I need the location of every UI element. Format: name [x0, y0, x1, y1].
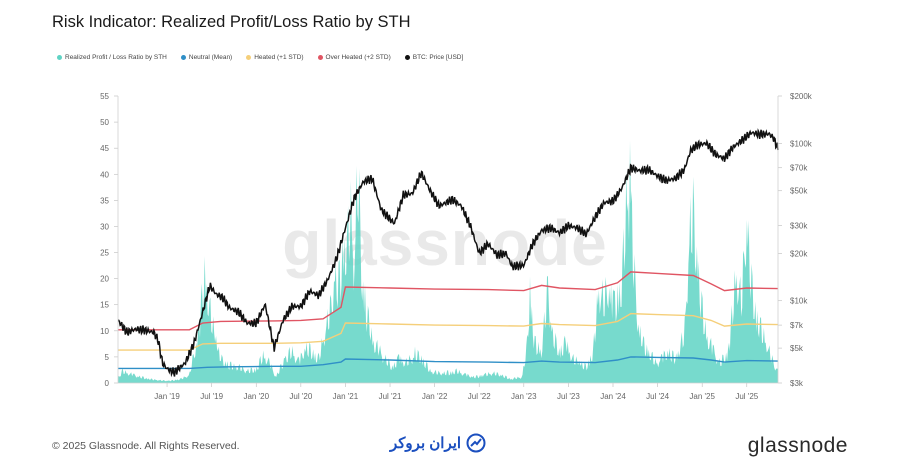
y-left-tick-label: 20 [100, 275, 109, 284]
legend-dot-overheated [317, 55, 323, 60]
legend-label-ratio: Realized Profit / Loss Ratio by STH [65, 54, 167, 61]
glassnode-logo[interactable]: glassnode [747, 434, 848, 457]
x-tick-label: Jan '24 [600, 392, 626, 401]
x-tick-label: Jan '25 [689, 392, 715, 401]
threshold-lines [118, 271, 779, 370]
y-left-tick-label: 30 [100, 222, 109, 231]
legend-label-neutral: Neutral (Mean) [188, 54, 233, 61]
legend-label-overheated: Over Heated (+2 STD) [325, 54, 391, 61]
x-tick-label: Jul '23 [557, 392, 580, 401]
chart-title: Risk Indicator: Realized Profit/Loss Rat… [52, 13, 411, 31]
y-left-tick-label: 40 [100, 170, 109, 179]
partner-brand[interactable]: ایران بروکر [390, 433, 486, 453]
legend-item-ratio[interactable]: Realized Profit / Loss Ratio by STH [57, 54, 167, 61]
over-heated-2-std-line [118, 271, 779, 331]
legend-label-price: BTC: Price [USD] [412, 54, 464, 61]
y-right-tick-label: $3k [790, 379, 804, 388]
x-tick-label: Jan '20 [243, 392, 269, 401]
x-tick-label: Jul '24 [646, 392, 669, 401]
y-right-tick-label: $5k [790, 344, 804, 353]
y-right-tick-label: $20k [790, 249, 808, 258]
x-tick-label: Jul '21 [379, 392, 402, 401]
btc-price-line [117, 128, 779, 378]
legend-dot-heated [246, 55, 252, 60]
axes: 0 5 10 15 20 25 30 35 40 45 50 55 $3k $5k $7k $10k $20k $… [100, 92, 813, 401]
legend-label-heated: Heated (+1 STD) [254, 54, 304, 61]
y-right-tick-label: $200k [790, 92, 813, 101]
x-tick-label: Jul '19 [200, 392, 223, 401]
x-tick-label: Jul '20 [289, 392, 312, 401]
partner-brand-name: ایران بروکر [390, 435, 462, 452]
y-left-tick-label: 55 [100, 92, 109, 101]
legend-item-neutral[interactable]: Neutral (Mean) [180, 54, 233, 61]
copyright-text: © 2025 Glassnode. All Rights Reserved. [52, 440, 240, 452]
legend-item-heated[interactable]: Heated (+1 STD) [246, 54, 304, 61]
y-left-tick-label: 0 [105, 379, 110, 388]
x-tick-label: Jan '21 [333, 392, 359, 401]
legend: Realized Profit / Loss Ratio by STH Neut… [57, 54, 463, 61]
neutral-mean-line [118, 356, 779, 370]
y-left-tick-label: 5 [105, 353, 110, 362]
y-left-tick-label: 50 [100, 118, 109, 127]
y-right-tick-label: $70k [790, 164, 808, 173]
y-right-tick-label: $30k [790, 222, 808, 231]
x-tick-label: Jul '25 [735, 392, 758, 401]
heated-1-std-line [118, 312, 779, 351]
legend-item-overheated[interactable]: Over Heated (+2 STD) [317, 54, 391, 61]
y-right-tick-label: $10k [790, 297, 808, 306]
y-right-tick-label: $50k [790, 187, 808, 196]
legend-dot-ratio [57, 55, 62, 60]
x-tick-label: Jul '22 [468, 392, 491, 401]
y-right-tick-label: $100k [790, 139, 813, 148]
legend-item-price[interactable]: BTC: Price [USD] [404, 54, 464, 61]
legend-dot-price [404, 55, 410, 60]
x-tick-label: Jan '23 [511, 392, 537, 401]
x-tick-label: Jan '22 [422, 392, 448, 401]
watermark: glassnode [282, 207, 608, 279]
legend-dot-neutral [180, 55, 186, 60]
x-tick-label: Jan '19 [154, 392, 180, 401]
partner-logo-icon [466, 433, 486, 453]
y-left-tick-label: 15 [100, 301, 109, 310]
y-left-tick-label: 35 [100, 196, 109, 205]
price-line-series [117, 128, 779, 378]
y-left-tick-label: 10 [100, 327, 109, 336]
y-left-tick-label: 45 [100, 144, 109, 153]
y-right-tick-label: $7k [790, 321, 804, 330]
y-left-tick-label: 25 [100, 249, 109, 258]
